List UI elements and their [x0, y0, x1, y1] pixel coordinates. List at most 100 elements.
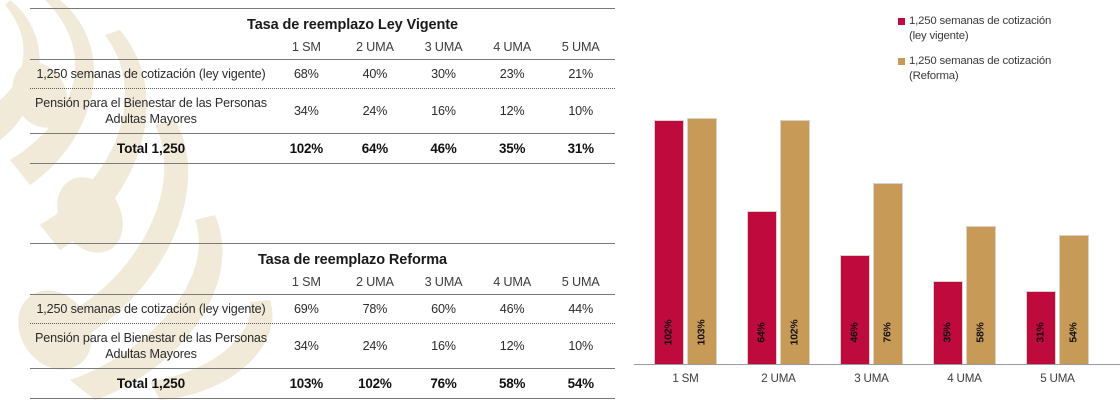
cell-value: 10%: [568, 104, 593, 119]
table-row: Pensión para el Bienestar de las Persona…: [30, 324, 615, 368]
chart-legend: 1,250 semanas de cotización (ley vigente…: [898, 14, 1120, 94]
column-header-3uma: 3 UMA: [424, 275, 463, 289]
total-value: 58%: [498, 376, 526, 392]
x-axis-tick-label: 3 UMA: [854, 372, 889, 385]
cell-value: 44%: [568, 302, 593, 317]
total-rule-cell: [30, 133, 615, 135]
bar-5-uma-series1[interactable]: 31%: [1026, 291, 1056, 365]
x-axis-tick-label: 2 UMA: [761, 372, 796, 385]
header-spacer: [30, 38, 272, 59]
bar-2-uma-series1[interactable]: 64%: [747, 211, 777, 365]
header-rule: [30, 294, 615, 295]
dotted-rule-cell: [30, 88, 615, 90]
bar-3-uma-series1[interactable]: 46%: [840, 255, 870, 365]
total-value: 102%: [289, 141, 324, 157]
dotted-rule-cell: [30, 323, 615, 325]
bar-1-sm-series1[interactable]: 102%: [654, 120, 684, 365]
row-label-pension-bienestar: Pensión para el Bienestar de las Persona…: [35, 96, 267, 127]
column-header-5uma: 5 UMA: [561, 40, 600, 54]
total-rule-row: [30, 368, 615, 370]
total-value: 102%: [358, 376, 392, 392]
bar-5-uma-series2[interactable]: 54%: [1059, 235, 1089, 365]
cell-value: 60%: [431, 302, 456, 317]
table-total-row: Total 1,250 102% 64% 46% 35% 31%: [30, 134, 615, 163]
bar-group: 35% 58%: [933, 101, 996, 365]
cell-value: 12%: [499, 104, 525, 119]
x-axis-tick-label: 5 UMA: [1040, 372, 1075, 385]
bar-group: 31% 54%: [1026, 101, 1089, 365]
bar-4-uma-series2[interactable]: 58%: [966, 226, 996, 365]
total-rule: [30, 368, 615, 370]
total-value: 64%: [361, 141, 388, 157]
bar-2-uma-series2[interactable]: 102%: [780, 120, 810, 365]
cell-value: 68%: [293, 67, 319, 82]
table-title: Tasa de reemplazo Reforma: [257, 252, 448, 268]
table-top-rule: [30, 8, 615, 9]
legend-label-line1: 1,250 semanas de cotización: [909, 55, 1052, 68]
total-value: 54%: [567, 376, 594, 392]
cell-value: 24%: [362, 339, 388, 354]
bar-group: 64% 102%: [747, 101, 810, 365]
total-label: Total 1,250: [116, 376, 186, 392]
column-header-2uma: 2 UMA: [356, 275, 394, 289]
column-header-1sm: 1 SM: [291, 40, 321, 54]
column-header-5uma: 5 UMA: [561, 275, 600, 289]
header-rule-row: [30, 59, 615, 60]
bar-value-label: 76%: [882, 322, 894, 343]
bar-group: 102% 103%: [654, 101, 717, 365]
bar-group: 46% 76%: [840, 101, 903, 365]
dotted-rule-row: [30, 88, 615, 90]
cell-value: 78%: [362, 302, 388, 317]
dotted-rule: [30, 323, 615, 325]
cell-value: 23%: [499, 67, 525, 82]
plot-area: 102% 103% 64% 102% 46% 76% 35% 58% 31% 54%: [634, 100, 1120, 365]
x-axis-line: [634, 364, 1120, 365]
bar-3-uma-series2[interactable]: 76%: [873, 183, 903, 365]
legend-label: 1,250 semanas de cotización (ley vigente…: [909, 14, 1051, 43]
row-label-pension-bienestar: Pensión para el Bienestar de las Persona…: [35, 331, 267, 362]
legend-swatch-icon: [898, 18, 905, 25]
column-header-1sm: 1 SM: [291, 275, 321, 289]
table-total-row: Total 1,250 103% 102% 76% 58% 54%: [30, 369, 615, 398]
legend-label-line2: (ley vigente): [909, 29, 969, 42]
total-rule: [30, 133, 615, 135]
rates-table: Tasa de reemplazo Ley Vigente 1 SM 2 UMA…: [30, 9, 615, 163]
table-top-rule: [30, 243, 615, 244]
cell-value: 21%: [568, 67, 593, 82]
total-value: 35%: [498, 141, 526, 157]
cell-value: 40%: [362, 67, 388, 82]
rates-table: Tasa de reemplazo Reforma 1 SM 2 UMA 3 U…: [30, 244, 615, 398]
table-row: 1,250 semanas de cotización (ley vigente…: [30, 60, 615, 88]
cell-value: 12%: [499, 339, 525, 354]
legend-label: 1,250 semanas de cotización (Reforma): [909, 54, 1051, 83]
bar-4-uma-series1[interactable]: 35%: [933, 281, 963, 365]
column-header-4uma: 4 UMA: [493, 40, 531, 54]
cell-value: 34%: [293, 339, 319, 354]
legend-swatch-icon: [898, 58, 905, 66]
cell-value: 46%: [499, 302, 525, 317]
cell-value: 69%: [293, 302, 319, 317]
table-bottom-rule: [30, 163, 615, 165]
total-value: 46%: [430, 141, 457, 157]
table-title-row: Tasa de reemplazo Ley Vigente: [30, 9, 615, 38]
bar-value-label: 31%: [1035, 322, 1047, 343]
legend-label-line1: 1,250 semanas de cotización: [909, 15, 1052, 27]
bar-value-label: 54%: [1068, 322, 1080, 343]
cell-value: 34%: [293, 104, 319, 119]
bar-1-sm-series2[interactable]: 103%: [687, 118, 717, 365]
cell-value: 10%: [568, 339, 593, 354]
table-tasa-reemplazo-ley-vigente: Tasa de reemplazo Ley Vigente 1 SM 2 UMA…: [30, 8, 615, 165]
row-label-semanas-cotizacion: 1,250 semanas de cotización (ley vigente…: [36, 302, 266, 316]
total-label: Total 1,250: [116, 141, 186, 157]
cell-value: 16%: [431, 104, 456, 119]
table-bottom-rule: [30, 398, 615, 400]
legend-label-line2: (Reforma): [909, 69, 959, 82]
bar-value-label: 46%: [849, 322, 861, 343]
header-rule-cell: [30, 59, 615, 60]
header-rule-row: [30, 294, 615, 295]
legend-item-ley-vigente: 1,250 semanas de cotización (ley vigente…: [898, 14, 1120, 43]
header-rule-cell: [30, 294, 615, 295]
x-axis-tick-label: 4 UMA: [947, 372, 982, 385]
table-column-header-row: 1 SM 2 UMA 3 UMA 4 UMA 5 UMA: [30, 273, 615, 294]
